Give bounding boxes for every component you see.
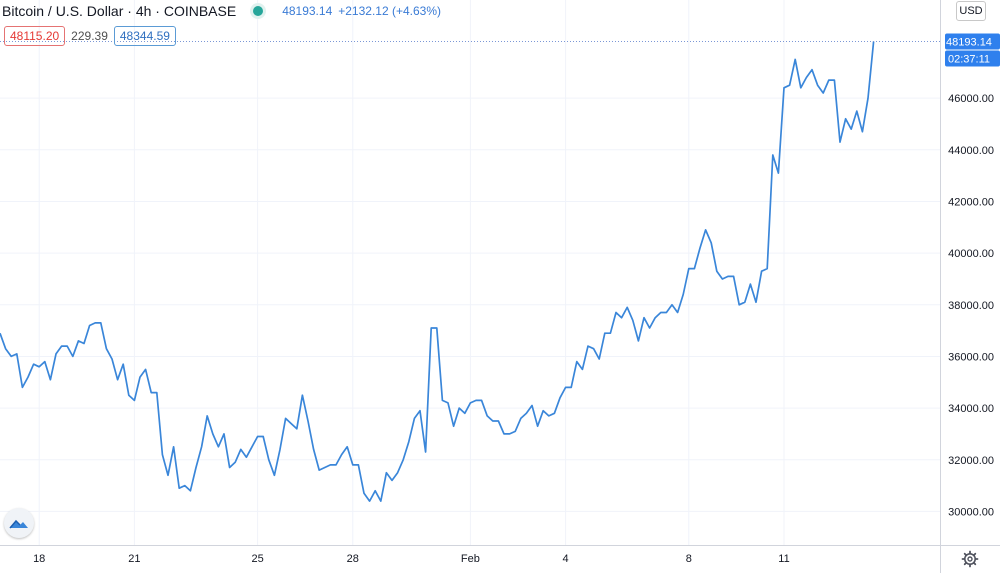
y-tick-label: 34000.00	[948, 403, 994, 415]
chart-header: Bitcoin / U.S. Dollar · 4h · COINBASE 48…	[0, 0, 940, 22]
price-boxes: 48115.20 229.39 48344.59	[4, 25, 176, 47]
gear-icon[interactable]	[961, 550, 979, 568]
price-line	[0, 41, 875, 502]
last-price-tag-box	[945, 33, 1000, 50]
tradingview-logo-icon[interactable]	[4, 508, 34, 538]
last-price-tag-value: 48193.14	[946, 37, 992, 49]
spread-value: 229.39	[71, 29, 108, 43]
y-tick-label: 42000.00	[948, 196, 994, 208]
y-tick-label: 46000.00	[948, 93, 994, 105]
y-tick-label: 30000.00	[948, 506, 994, 518]
x-tick-label: Feb	[461, 553, 480, 565]
header-last-price: 48193.14	[282, 4, 333, 18]
x-tick-label: 8	[686, 553, 692, 565]
currency-button[interactable]: USD	[956, 1, 986, 21]
tick-labels: 30000.00 32000.00 34000.00 36000.00 38000.00…	[33, 0, 994, 565]
y-tick-label: 40000.00	[948, 248, 994, 260]
y-tick-label: 50000.00	[948, 0, 994, 2]
header-change: +2132.12 (+4.63%)	[338, 4, 441, 18]
series-layer	[0, 41, 875, 502]
x-tick-label: 21	[128, 553, 140, 565]
x-tick-label: 25	[251, 553, 263, 565]
bid-price-box[interactable]: 48115.20	[4, 26, 66, 46]
y-tick-label: 44000.00	[948, 145, 994, 157]
status-dot-icon	[250, 3, 266, 19]
x-tick-label: 28	[347, 553, 359, 565]
grid-lines	[0, 0, 940, 545]
x-tick-label: 4	[563, 553, 569, 565]
x-tick-label: 18	[33, 553, 45, 565]
y-tick-label: 32000.00	[948, 455, 994, 467]
last-price-tag: 48193.14 02:37:11	[0, 33, 1000, 67]
countdown-tag-box	[945, 50, 1000, 67]
countdown-tag-value: 02:37:11	[948, 54, 990, 66]
x-tick-label: 11	[778, 553, 789, 565]
y-tick-label: 36000.00	[948, 351, 994, 363]
y-tick-label: 38000.00	[948, 300, 994, 312]
symbol-title[interactable]: Bitcoin / U.S. Dollar · 4h · COINBASE	[2, 3, 237, 19]
ask-price-box[interactable]: 48344.59	[113, 26, 176, 46]
